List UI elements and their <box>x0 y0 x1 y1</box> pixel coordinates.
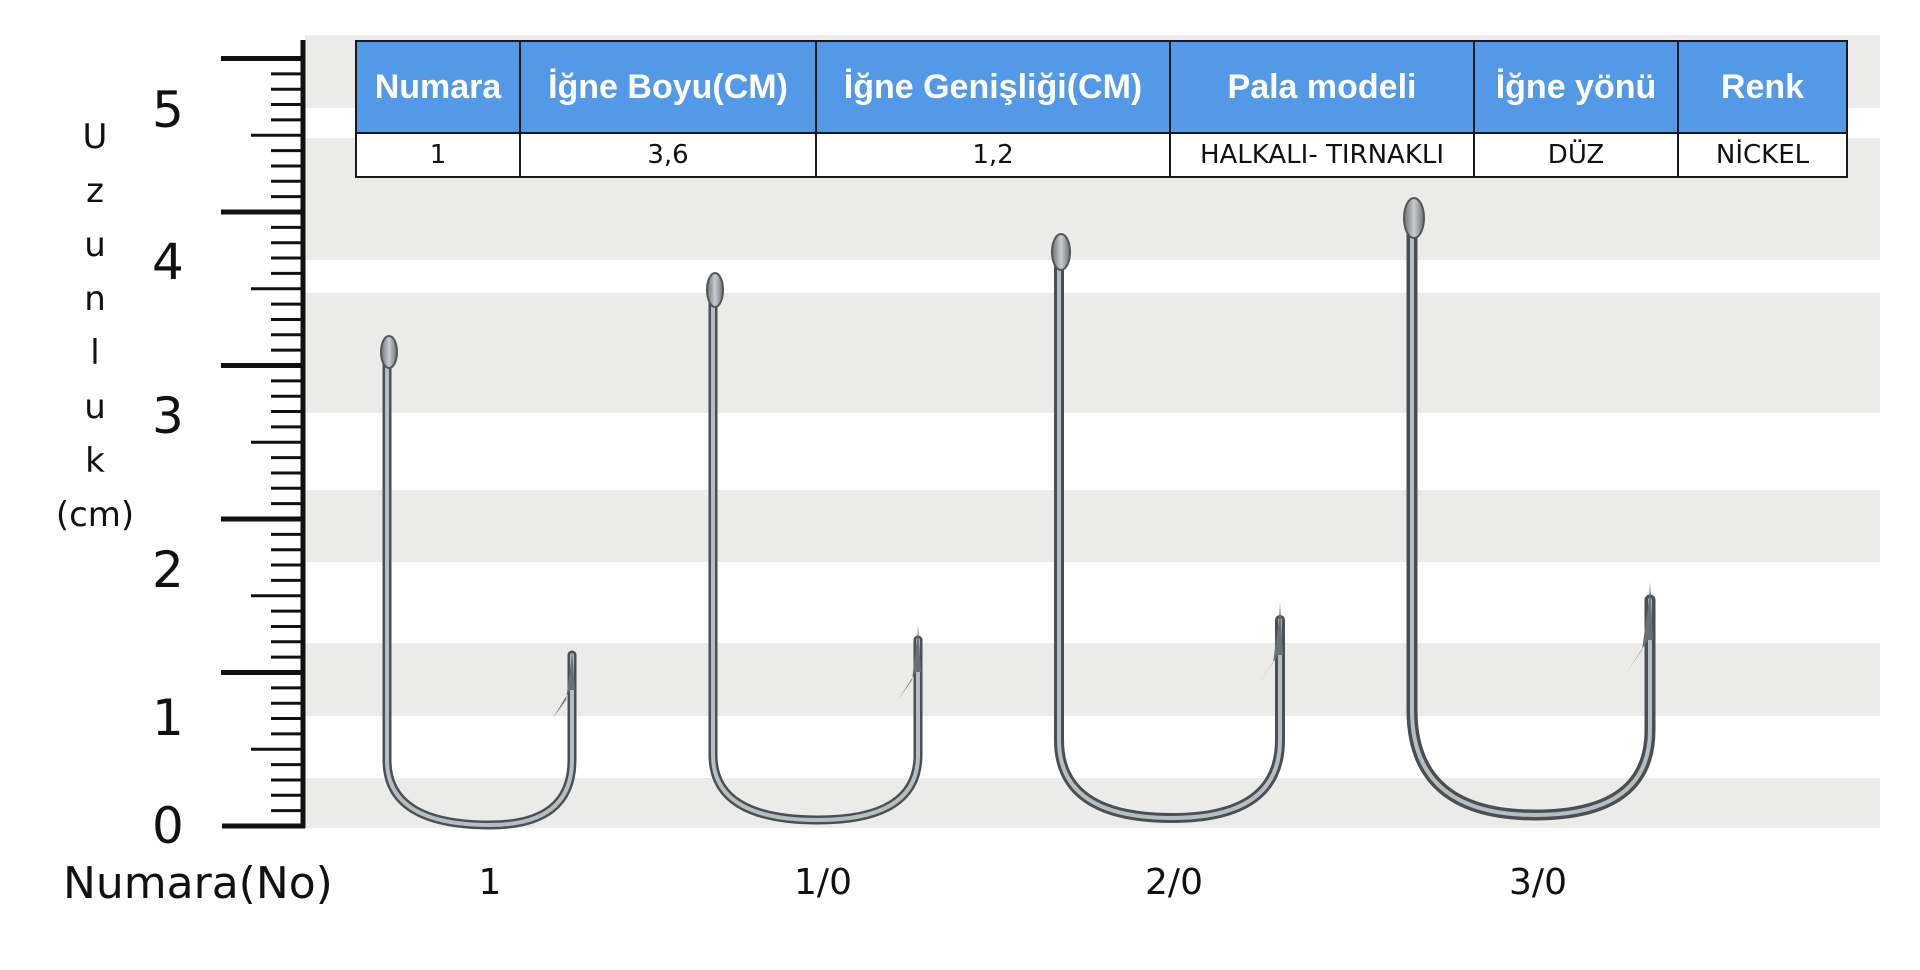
spec-value-row: 1 3,6 1,2 HALKALI- TIRNAKLI DÜZ NİCKEL <box>355 132 1848 178</box>
spec-header-row: Numara İğne Boyu(CM) İğne Genişliği(CM) … <box>355 40 1848 134</box>
y-label-letter: u <box>84 387 106 427</box>
value-igne-yonu: DÜZ <box>1473 132 1679 178</box>
ruler <box>221 40 306 829</box>
y-label-letter: U <box>82 117 108 157</box>
ruler-ticks <box>221 56 303 813</box>
value-numara: 1 <box>355 132 521 178</box>
y-tick-label-5: 5 <box>152 81 184 139</box>
header-igne-yonu: İğne yönü <box>1473 40 1679 134</box>
hook-size-3-0 <box>1403 197 1656 821</box>
hook-size-1-0 <box>706 272 923 825</box>
x-label-3-0: 3/0 <box>1509 862 1567 903</box>
y-tick-label-2: 2 <box>152 541 184 599</box>
y-label-letter: l <box>90 333 100 373</box>
header-igne-genisligi: İğne Genişliği(CM) <box>815 40 1171 134</box>
value-pala-modeli: HALKALI- TIRNAKLI <box>1169 132 1475 178</box>
hook-size-1 <box>380 335 577 830</box>
header-renk: Renk <box>1677 40 1848 134</box>
y-tick-label-0: 0 <box>152 797 184 855</box>
value-renk: NİCKEL <box>1677 132 1848 178</box>
band <box>305 293 1880 413</box>
y-label-letter: k <box>85 441 105 481</box>
y-label-letter: u <box>84 225 106 265</box>
x-label-1-0: 1/0 <box>794 862 852 903</box>
spec-table: Numara İğne Boyu(CM) İğne Genişliği(CM) … <box>355 40 1848 178</box>
value-igne-genisligi: 1,2 <box>815 132 1171 178</box>
hooks-group <box>380 197 1656 830</box>
band <box>305 643 1880 716</box>
header-pala-modeli: Pala modeli <box>1169 40 1475 134</box>
y-axis-unit: (cm) <box>55 495 135 535</box>
y-tick-label-1: 1 <box>152 689 184 747</box>
y-axis-label: U z u n l u k (cm) <box>40 110 150 542</box>
y-tick-label-4: 4 <box>152 233 184 291</box>
value-igne-boyu: 3,6 <box>519 132 817 178</box>
header-numara: Numara <box>355 40 521 134</box>
hook-size-2-0 <box>1051 233 1285 824</box>
header-igne-boyu: İğne Boyu(CM) <box>519 40 817 134</box>
y-label-letter: z <box>86 171 104 211</box>
x-axis-title: Numara(No) <box>63 858 333 909</box>
y-tick-label-3: 3 <box>152 387 184 445</box>
x-label-1: 1 <box>478 862 502 903</box>
band <box>305 490 1880 562</box>
y-label-letter: n <box>84 279 106 319</box>
x-label-2-0: 2/0 <box>1145 862 1203 903</box>
